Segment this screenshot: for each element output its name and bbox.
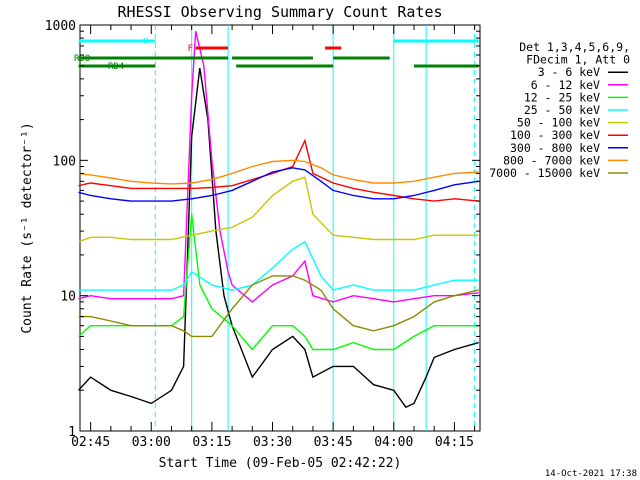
series-line-50-100-kev xyxy=(78,176,479,243)
legend-entry-300-800-kev: 300 - 800 keV xyxy=(510,141,600,155)
state-bar-label-rdo: RDO xyxy=(74,54,90,64)
series-line-800-7000-kev xyxy=(78,159,479,185)
legend-header: FDecim 1, Att 0 xyxy=(526,53,630,67)
legend-entry-7000-15000-kev: 7000 - 15000 keV xyxy=(489,166,600,180)
x-tick-label: 04:00 xyxy=(374,435,413,450)
x-tick-label: 03:00 xyxy=(132,435,171,450)
state-bar-label-f: F xyxy=(188,44,193,54)
x-tick-label: 02:45 xyxy=(71,435,110,450)
legend-entry-6-12-kev: 6 - 12 keV xyxy=(531,78,600,92)
legend-entry-50-100-kev: 50 - 100 keV xyxy=(517,116,600,130)
legend-entry-100-300-kev: 100 - 300 keV xyxy=(510,128,600,142)
y-tick-label: 10 xyxy=(60,290,76,305)
y-axis-label: Count Rate (s⁻¹ detector⁻¹) xyxy=(20,122,35,333)
legend-header: Det 1,3,4,5,6,9, xyxy=(519,40,630,54)
y-tick-label: 1 xyxy=(68,425,76,440)
series-line-300-800-kev xyxy=(78,167,479,202)
series-line-3-6-kev xyxy=(77,67,479,409)
state-bar-label-rd4: RD4 xyxy=(108,62,124,72)
legend-entry-25-50-kev: 25 - 50 keV xyxy=(524,103,600,117)
legend: Det 1,3,4,5,6,9,FDecim 1, Att 03 - 6 keV… xyxy=(489,40,630,180)
x-tick-label: 03:30 xyxy=(253,435,292,450)
state-bar-label-n: N xyxy=(143,37,148,47)
y-tick-label: 100 xyxy=(53,154,76,169)
x-tick-label: 03:45 xyxy=(314,435,353,450)
legend-entry-800-7000-kev: 800 - 7000 keV xyxy=(503,153,600,167)
series-line-7000-15000-kev xyxy=(78,275,479,338)
plot-frame xyxy=(79,24,481,432)
x-axis: 02:45 03:00 03:15 03:30 03:45 04:00 04:15 xyxy=(71,25,476,450)
legend-entry-12-25-kev: 12 - 25 keV xyxy=(524,90,600,104)
chart-title: RHESSI Observing Summary Count Rates xyxy=(117,3,442,21)
state-bars: N F RDO RD4 xyxy=(74,37,479,72)
series-layer xyxy=(77,31,479,409)
series-line-25-50-kev xyxy=(78,240,479,291)
x-tick-label: 03:15 xyxy=(192,435,231,450)
legend-entry-3-6-kev: 3 - 6 keV xyxy=(538,65,600,79)
y-tick-label: 1000 xyxy=(45,19,76,34)
x-tick-label: 04:15 xyxy=(435,435,474,450)
y-axis: 1 10 100 1000 xyxy=(45,19,480,440)
series-line-6-12-kev xyxy=(78,31,479,303)
footer-date: 14-Oct-2021 17:38 xyxy=(545,469,637,479)
x-axis-label: Start Time (09-Feb-05 02:42:22) xyxy=(159,456,402,471)
